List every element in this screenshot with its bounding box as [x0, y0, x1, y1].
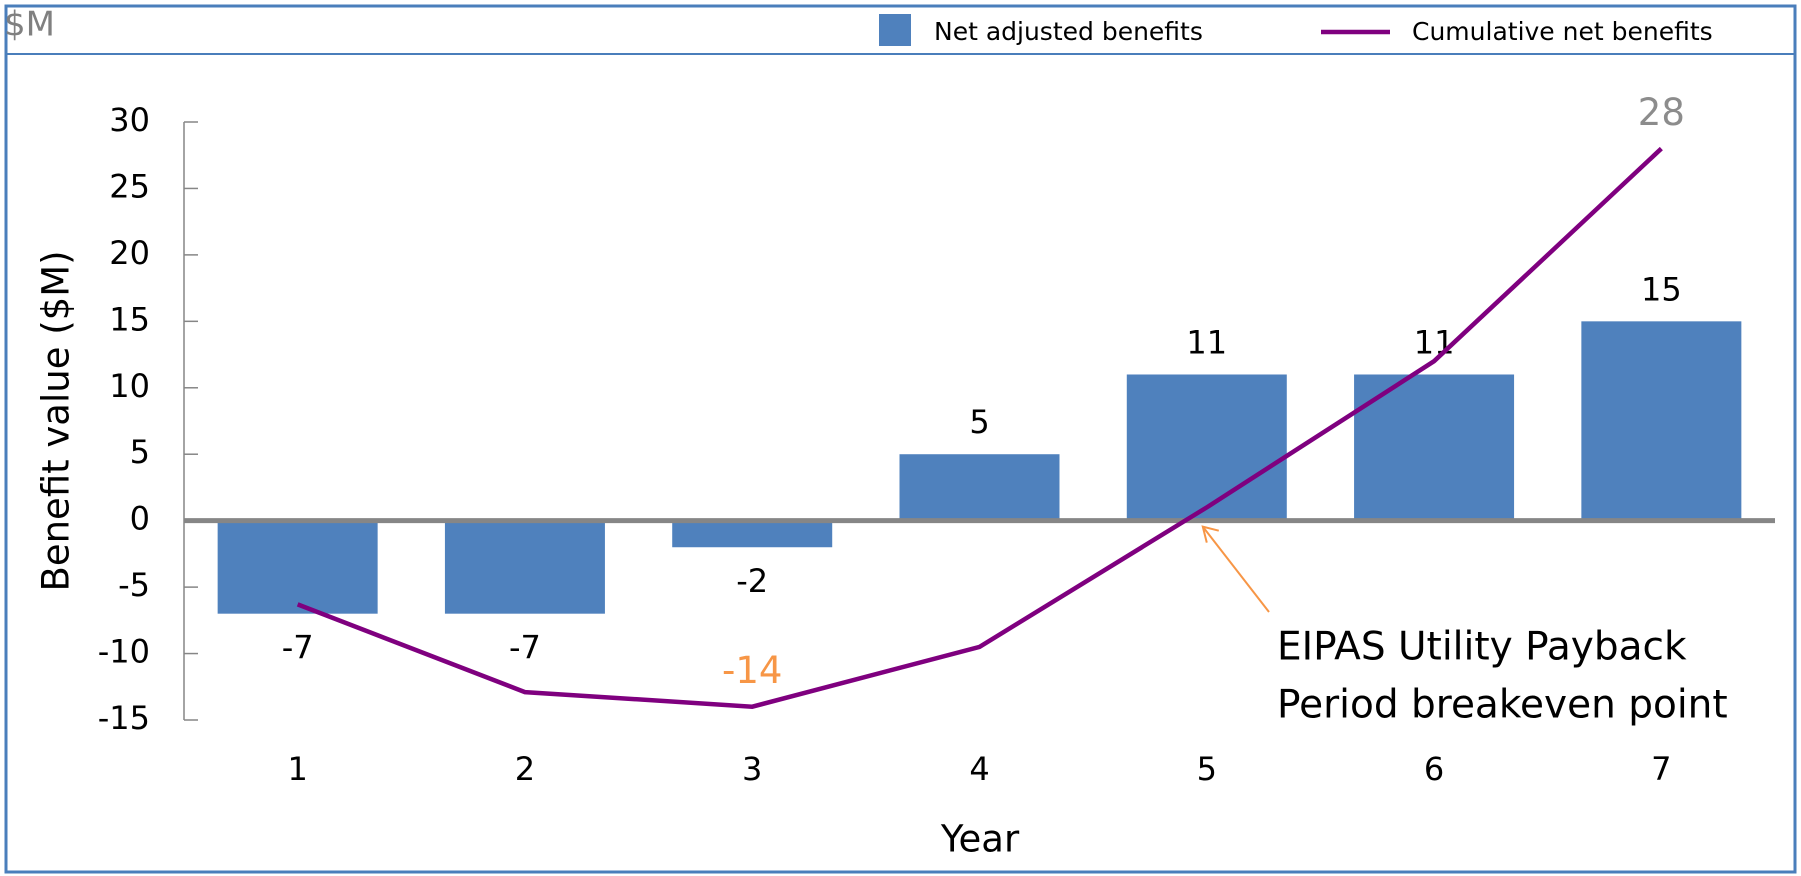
- bar: [672, 520, 833, 548]
- y-axis-title: Benefit value ($M): [35, 250, 78, 591]
- bar-label: 11: [1186, 323, 1227, 361]
- bar: [217, 520, 378, 614]
- x-tick-label: 3: [742, 750, 762, 788]
- y-tick-label: -10: [98, 633, 150, 671]
- bar-label: 11: [1414, 323, 1455, 361]
- annotation-arrow: [1201, 526, 1270, 613]
- bar: [899, 454, 1060, 521]
- bar-label: -7: [282, 629, 314, 667]
- annotation-text: Period breakeven point: [1277, 683, 1728, 728]
- y-tick-label: 0: [130, 500, 150, 538]
- bar-label: 5: [969, 403, 989, 441]
- x-tick-label: 5: [1197, 750, 1217, 788]
- y-tick-label: 25: [109, 167, 150, 205]
- line-label: -14: [722, 649, 782, 692]
- bar-label: 15: [1641, 270, 1682, 308]
- frame: [4, 4, 1797, 874]
- bar: [444, 520, 605, 614]
- bar: [1354, 374, 1515, 521]
- x-tick-label: 4: [969, 750, 989, 788]
- annotation-arrowhead: [1201, 525, 1220, 543]
- bar-label: -7: [509, 629, 541, 667]
- x-tick-label: 7: [1651, 750, 1671, 788]
- legend-label: Net adjusted benefits: [934, 17, 1203, 46]
- y-tick-label: 20: [109, 234, 150, 272]
- y-tick-label: -5: [118, 566, 150, 604]
- bar-label: -2: [736, 562, 768, 600]
- legend-swatch: [879, 14, 911, 46]
- bar: [1126, 374, 1287, 521]
- x-tick-label: 2: [515, 750, 535, 788]
- y-tick-label: 5: [130, 433, 150, 471]
- x-axis-title: Year: [940, 818, 1020, 861]
- y-tick-label: 15: [109, 300, 150, 338]
- x-tick-label: 1: [287, 750, 307, 788]
- bar: [1581, 321, 1742, 521]
- unit-label: $M: [4, 5, 55, 45]
- x-tick-label: 6: [1424, 750, 1444, 788]
- y-tick-label: -15: [98, 699, 150, 737]
- y-tick-label: 30: [109, 101, 150, 139]
- line: [296, 146, 1663, 709]
- legend-label: Cumulative net benefits: [1412, 17, 1713, 46]
- annotation-text: EIPAS Utility Payback: [1277, 625, 1687, 670]
- line-label: 28: [1638, 91, 1685, 134]
- y-tick-label: 10: [109, 367, 150, 405]
